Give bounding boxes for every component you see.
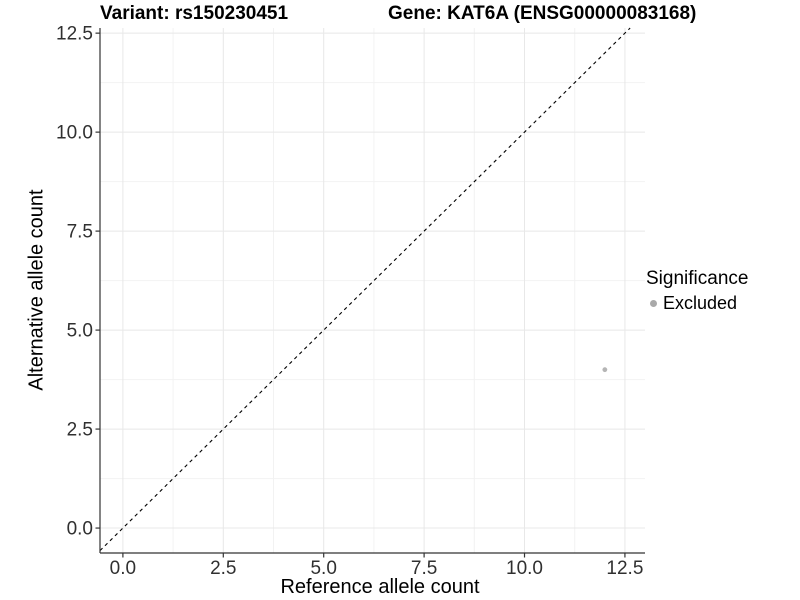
plot-title-variant: Variant: rs150230451 xyxy=(100,3,289,24)
plot-title-gene: Gene: KAT6A (ENSG00000083168) xyxy=(388,3,697,24)
y-tick-label: 10.0 xyxy=(56,123,93,144)
x-tick-label: 7.5 xyxy=(411,558,437,579)
legend-item-excluded: Excluded xyxy=(646,293,748,314)
x-tick-label: 12.5 xyxy=(606,558,643,579)
y-tick-label: 2.5 xyxy=(67,420,93,441)
panel-background xyxy=(100,28,645,553)
legend-point-icon xyxy=(650,300,657,307)
legend-item-label: Excluded xyxy=(663,293,738,313)
y-tick-label: 5.0 xyxy=(67,321,93,342)
y-tick-label: 0.0 xyxy=(67,519,93,540)
y-axis-label: Alternative allele count xyxy=(25,189,48,391)
x-tick-label: 10.0 xyxy=(506,558,543,579)
y-tick-label: 7.5 xyxy=(67,222,93,243)
x-axis-label: Reference allele count xyxy=(280,576,480,598)
x-tick-label: 2.5 xyxy=(210,558,236,579)
x-tick-label: 0.0 xyxy=(110,558,136,579)
data-point xyxy=(602,367,608,373)
legend: Significance Excluded xyxy=(646,268,748,314)
legend-title: Significance xyxy=(646,268,749,289)
x-tick-label: 5.0 xyxy=(310,558,336,579)
identity-line xyxy=(99,27,631,552)
y-tick-label: 12.5 xyxy=(56,24,93,45)
